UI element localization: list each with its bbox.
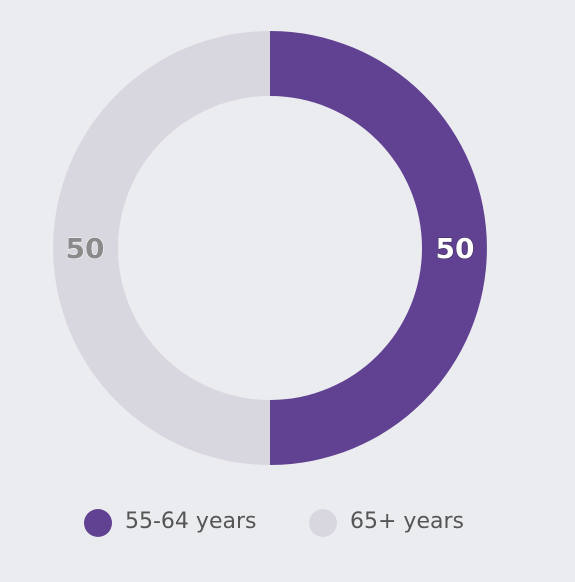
value-label: 50	[66, 232, 105, 265]
legend-label: 65+ years	[350, 509, 464, 534]
donut-segment	[53, 31, 271, 465]
value-label: 50	[436, 232, 475, 265]
donut-segment	[270, 31, 487, 465]
legend-swatch	[309, 509, 337, 537]
legend-label: 55-64 years	[125, 509, 256, 534]
legend-swatch	[84, 509, 112, 537]
